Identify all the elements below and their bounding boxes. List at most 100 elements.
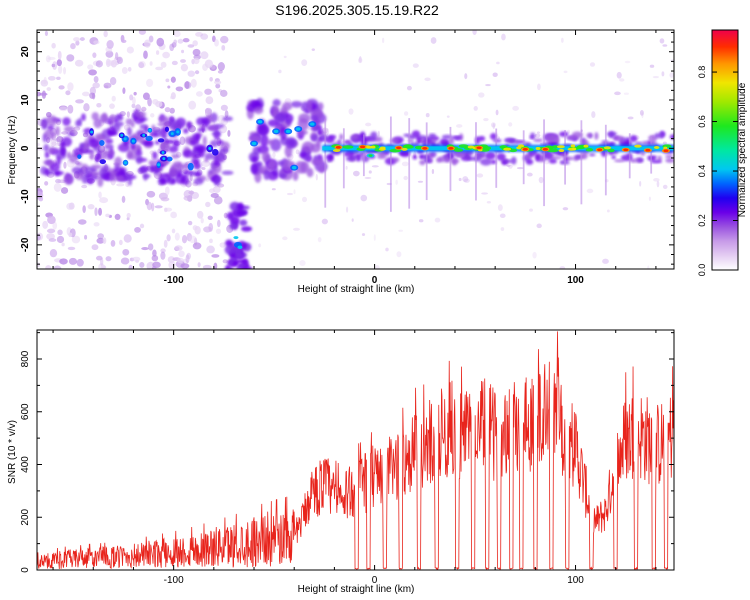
spectrogram-blob (251, 163, 259, 175)
spectrogram-blob (67, 104, 74, 114)
spectrogram-blob (251, 141, 257, 146)
spectrogram-blob (556, 145, 565, 149)
spectrogram-striation (543, 119, 545, 207)
spectrogram-blob (71, 166, 83, 175)
spectrogram-blob (481, 192, 488, 195)
spectrogram-blob (171, 228, 176, 234)
spectrogram-blob (58, 85, 65, 90)
spectrogram-blob (82, 205, 86, 213)
spectrogram-blob (495, 109, 499, 116)
spectrogram-blob (58, 65, 63, 74)
spectrogram-blob (401, 147, 408, 151)
spectrogram-blob (192, 40, 198, 47)
spectrogram-blob (63, 174, 74, 185)
spectrogram-blob (210, 140, 219, 148)
spectrogram-blob (67, 82, 74, 91)
spectrogram-blob (292, 166, 297, 170)
spectrogram-blob (653, 146, 660, 150)
spectrogram-blob (636, 158, 644, 163)
spectrogram-blob (656, 180, 660, 188)
spectrogram-blob (282, 159, 293, 172)
spectrogram-blob (43, 76, 47, 84)
spectrogram-blob (466, 156, 476, 161)
spectrogram-blob (299, 152, 307, 159)
spectrogram-blob (572, 147, 577, 151)
spectrogram-blob (597, 148, 603, 152)
spectrogram-blob (516, 146, 522, 150)
spectrogram-blob (211, 254, 220, 258)
spectrogram-blob (290, 100, 303, 108)
spectrogram-blob (170, 76, 176, 83)
spectrogram-blob (187, 220, 193, 226)
spectrogram-blob (654, 132, 662, 139)
colorbar-tick-label: 0.4 (697, 165, 707, 178)
spectrogram-blob (467, 145, 475, 149)
spectrogram-blob (359, 151, 367, 156)
spectrogram-blob (106, 40, 114, 49)
spectrogram-blob (188, 235, 197, 244)
spectrogram-blob (164, 207, 168, 213)
spectrogram-blob (485, 83, 491, 87)
spectrogram-blob (105, 213, 110, 218)
snr-plot (37, 331, 674, 570)
spectrogram-blob (586, 188, 594, 194)
spectrogram-blob (101, 112, 108, 123)
spectrogram-blob (74, 59, 84, 67)
spectrogram-blob (124, 161, 128, 165)
spectrogram-blob (446, 115, 450, 118)
spectrogram-blob (160, 251, 166, 260)
spectrogram-blob (499, 213, 506, 219)
spectrogram-blob (585, 147, 594, 152)
spectrogram-blob (83, 103, 90, 112)
spectrogram-blob (276, 160, 285, 166)
spectrogram-blob (152, 249, 157, 257)
spectrogram-blob (204, 59, 214, 69)
spectrogram-blob (483, 117, 489, 122)
spectrogram-blob (159, 173, 172, 184)
spectrogram-blob (500, 227, 505, 231)
spectrogram-blob (206, 245, 215, 254)
spectrogram-blob (128, 175, 133, 186)
spectrogram-blob (99, 159, 107, 165)
spectrogram-xtick-label: -100 (164, 275, 184, 286)
spectrogram-blob (611, 155, 616, 160)
spectrogram-blob (661, 71, 665, 77)
spectrogram-blob (345, 206, 349, 213)
spectrogram-blob (107, 130, 117, 136)
spectrogram-blob (84, 234, 88, 240)
spectrogram-blob (182, 38, 190, 43)
spectrogram-blob (187, 44, 195, 48)
spectrogram-blob (352, 170, 360, 177)
spectrogram-blob (562, 207, 569, 211)
spectrogram-blob (258, 243, 262, 248)
spectrogram-blob (143, 140, 154, 147)
spectrogram-blob (368, 154, 373, 157)
spectrogram-blob (526, 172, 533, 177)
spectrogram-blob (364, 176, 372, 179)
spectrogram-blob (109, 77, 117, 86)
spectrogram-blob (342, 145, 354, 149)
spectrogram-blob (285, 118, 292, 126)
spectrogram-blob (282, 236, 288, 241)
spectrogram-blob (63, 161, 67, 169)
spectrogram-blob (310, 115, 319, 122)
spectrogram-blob (103, 150, 116, 155)
spectrogram-blob (159, 142, 171, 153)
spectrogram-blob (116, 183, 125, 187)
spectrogram-blob (428, 133, 437, 138)
spectrogram-blob (365, 122, 372, 127)
spectrogram-blob (163, 239, 168, 248)
spectrogram-blob (40, 79, 49, 87)
spectrogram-blob (164, 126, 170, 132)
spectrogram-blob (382, 37, 385, 44)
spectrogram-blob (96, 149, 101, 161)
spectrogram-blob (396, 146, 402, 150)
spectrogram-blob (215, 228, 222, 234)
spectrogram-blob (445, 159, 451, 163)
spectrogram-blob (236, 210, 248, 216)
spectrogram-blob (403, 175, 408, 181)
spectrogram-blob (234, 247, 243, 258)
spectrogram-blob (142, 133, 146, 137)
spectrogram-blob (274, 114, 286, 124)
